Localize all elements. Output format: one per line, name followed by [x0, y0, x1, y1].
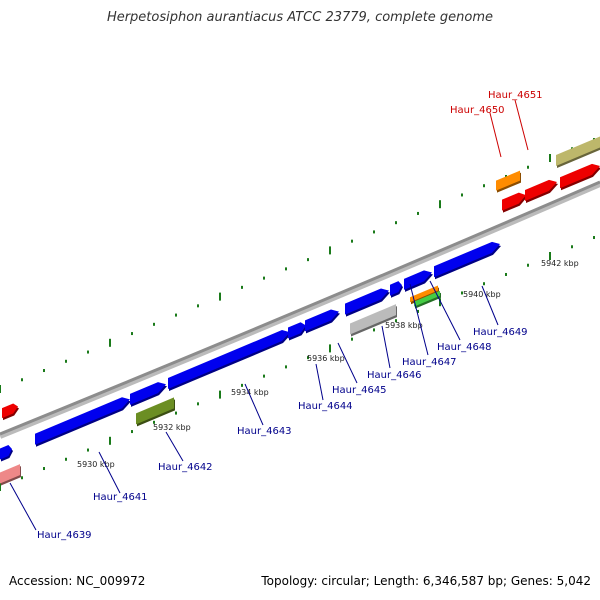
- gene-block-reverse: [2, 403, 19, 421]
- gene-block-forward: [434, 241, 501, 280]
- gene-block-forward: [168, 330, 291, 391]
- backbone-shadow: [0, 181, 600, 439]
- gene-block-forward: [288, 322, 307, 341]
- svg-text:Haur_4646[interactable]: Haur_4646: [367, 370, 422, 381]
- svg-text:Haur_4641[interactable]: Haur_4641: [93, 492, 148, 503]
- gene-label-haur-4642: Haur_4642: [158, 431, 213, 473]
- gene-label-haur-4639: Haur_4639: [9, 482, 92, 541]
- gene-label-haur-4651: Haur_4651: [488, 90, 543, 151]
- gene-block-forward: [345, 288, 390, 317]
- map-title: Herpetosiphon aurantiacus ATCC 23779, co…: [106, 10, 494, 25]
- gene-block-forward: [390, 281, 403, 298]
- svg-text:Haur_4642[interactable]: Haur_4642: [158, 462, 213, 473]
- scale-label: 5930 kbp: [77, 460, 115, 469]
- gene-block-forward: [35, 397, 131, 447]
- scale-label: 5932 kbp: [153, 423, 191, 432]
- gene-label-haur-4645: Haur_4645: [332, 342, 387, 396]
- svg-text:Haur_4644[interactable]: Haur_4644: [298, 401, 353, 412]
- genome-summary-label: Topology: circular; Length: 6,346,587 bp…: [261, 574, 591, 588]
- gene-label-haur-4644: Haur_4644: [298, 363, 353, 412]
- svg-text:Haur_4649[interactable]: Haur_4649: [473, 327, 528, 338]
- svg-text:Haur_4648[interactable]: Haur_4648: [437, 342, 492, 353]
- gene-block-forward: [404, 270, 433, 292]
- svg-text:Haur_4639[interactable]: Haur_4639: [37, 530, 92, 541]
- inner-tick-row: [0, 236, 595, 491]
- gene-block-orange: [496, 170, 521, 193]
- scale-label: 5942 kbp: [541, 259, 579, 268]
- gene-block-haur-4651: [525, 179, 558, 203]
- gene-label-haur-4647: Haur_4647: [402, 283, 457, 368]
- backbone: [0, 180, 600, 436]
- gene-block-khaki: [556, 136, 600, 168]
- accession-label: Accession: NC_009972: [9, 574, 146, 588]
- scale-label: 5936 kbp: [307, 354, 345, 363]
- svg-text:Haur_4643[interactable]: Haur_4643: [237, 426, 292, 437]
- svg-text:Haur_4645[interactable]: Haur_4645: [332, 385, 387, 396]
- svg-text:Haur_4647[interactable]: Haur_4647: [402, 357, 457, 368]
- gene-label-haur-4641: Haur_4641: [93, 451, 148, 503]
- gene-label-haur-4648: Haur_4648: [429, 280, 492, 353]
- scale-label: 5938 kbp: [385, 321, 423, 330]
- gene-label-haur-4650: Haur_4650: [450, 105, 505, 158]
- gene-block-pink: [0, 464, 21, 486]
- gene-label-haur-4649: Haur_4649: [473, 285, 528, 338]
- svg-text:Haur_4651[interactable]: Haur_4651: [488, 90, 543, 101]
- scale-label: 5940 kbp: [463, 290, 501, 299]
- gene-block-forward: [0, 444, 13, 462]
- gene-label-haur-4643: Haur_4643: [237, 383, 292, 437]
- gene-label-haur-4646: Haur_4646: [367, 325, 422, 381]
- gene-block-olive: [136, 397, 175, 427]
- gene-block-gray: [350, 304, 397, 337]
- gene-block-reverse: [560, 163, 600, 191]
- svg-text:Haur_4650[interactable]: Haur_4650: [450, 105, 505, 116]
- outer-tick-row: [0, 138, 595, 393]
- gene-block-forward: [130, 382, 167, 407]
- gene-block-haur-4650: [502, 192, 527, 213]
- gene-block-forward: [305, 309, 340, 334]
- scale-label: 5934 kbp: [231, 388, 269, 397]
- gene-block-green-rna: [414, 290, 441, 309]
